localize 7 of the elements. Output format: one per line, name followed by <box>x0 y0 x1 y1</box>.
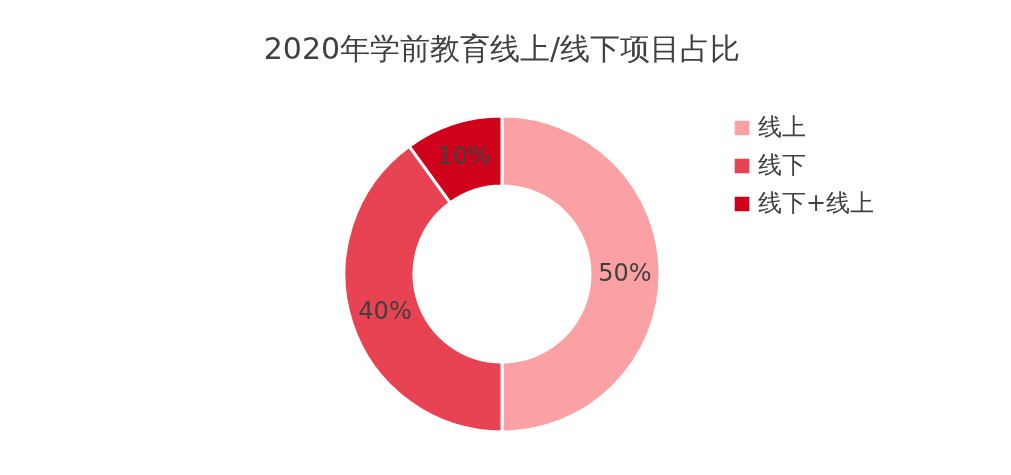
chart-title: 2020年学前教育线上/线下项目占比 <box>263 31 741 66</box>
data-label: 50% <box>598 259 652 287</box>
legend-label: 线下 <box>758 151 806 179</box>
data-label: 40% <box>358 297 412 326</box>
legend-label: 线下+线上 <box>758 189 875 217</box>
data-label: 10% <box>437 142 491 171</box>
legend-label: 线上 <box>758 113 806 141</box>
